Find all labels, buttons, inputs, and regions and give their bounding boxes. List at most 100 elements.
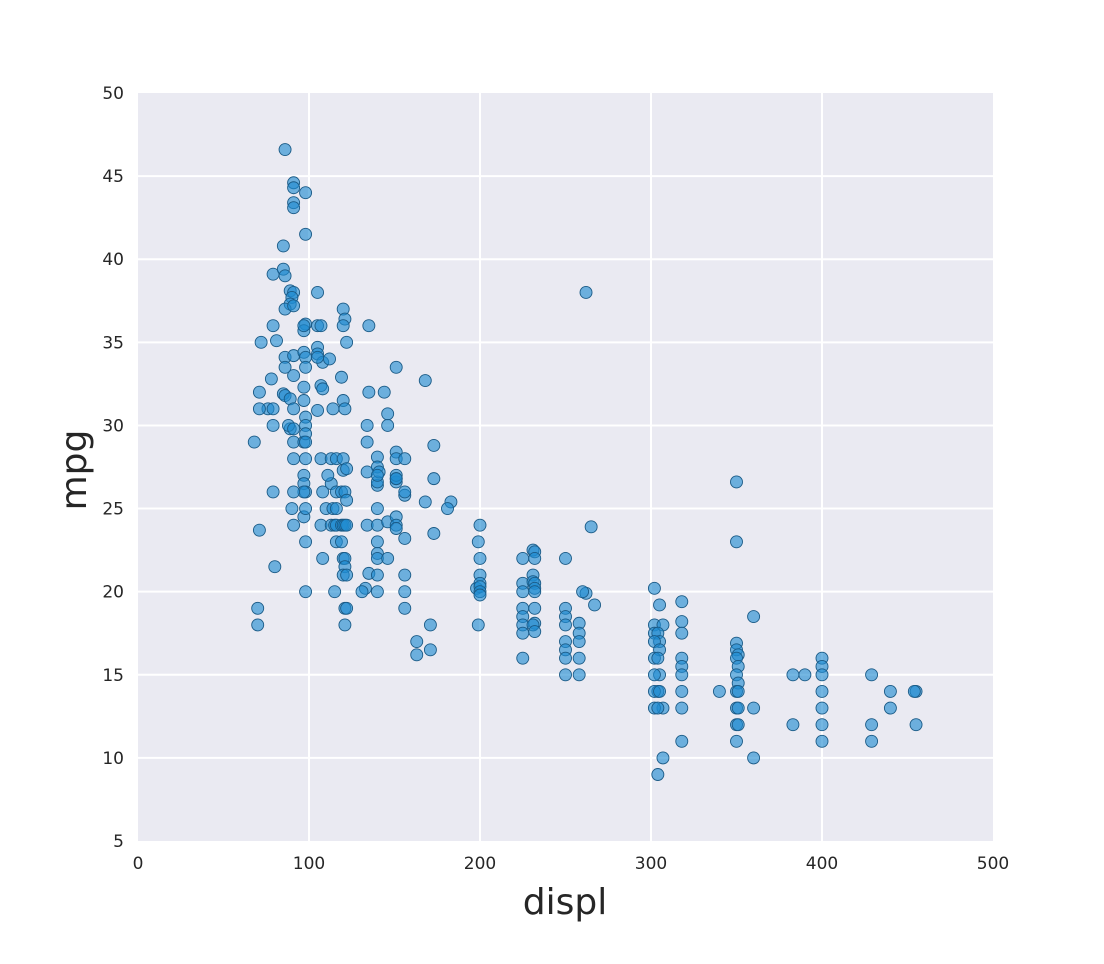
data-point — [675, 626, 689, 640]
y-tick-label: 25 — [102, 500, 124, 520]
data-point — [747, 610, 761, 624]
data-point — [410, 635, 424, 648]
data-point — [471, 618, 485, 632]
data-point — [675, 595, 689, 609]
plot-area — [138, 93, 993, 841]
data-point — [370, 468, 384, 482]
data-point — [285, 502, 299, 516]
data-point — [278, 143, 292, 156]
data-point — [418, 374, 432, 388]
data-point — [299, 435, 313, 449]
data-point — [287, 369, 301, 383]
data-point — [287, 201, 301, 215]
data-point — [266, 485, 280, 499]
x-axis-title: displ — [523, 882, 607, 923]
data-point — [389, 522, 403, 535]
x-tick-label: 300 — [635, 854, 667, 874]
data-point — [516, 651, 530, 665]
data-point — [340, 493, 354, 507]
data-point — [712, 684, 726, 698]
data-point — [398, 452, 412, 466]
data-point — [572, 651, 586, 665]
data-point — [815, 668, 829, 682]
data-point — [528, 625, 542, 639]
y-tick-label: 5 — [113, 832, 124, 852]
data-point — [815, 701, 829, 715]
data-point — [398, 568, 412, 582]
x-tick-label: 400 — [806, 854, 838, 874]
data-point — [731, 684, 745, 698]
data-point — [316, 382, 330, 396]
data-point — [883, 701, 897, 715]
data-point — [323, 352, 336, 366]
data-point — [328, 585, 342, 599]
data-point — [427, 438, 441, 452]
data-point — [299, 452, 313, 466]
data-point — [576, 585, 590, 599]
data-point — [270, 334, 283, 348]
data-point — [731, 701, 745, 715]
data-point — [287, 485, 301, 499]
data-point — [528, 551, 542, 565]
data-point — [287, 402, 301, 416]
data-point — [786, 718, 800, 732]
data-point — [883, 684, 897, 698]
y-tick-label: 30 — [102, 416, 124, 436]
data-point — [473, 588, 487, 602]
data-point — [252, 385, 266, 399]
data-point — [287, 422, 301, 436]
data-point — [266, 418, 280, 432]
data-point — [528, 585, 542, 599]
data-point — [251, 618, 265, 632]
data-point — [398, 585, 412, 599]
data-point — [266, 319, 280, 333]
data-point — [865, 668, 879, 682]
y-tick-label: 20 — [102, 583, 124, 603]
data-point — [299, 360, 313, 374]
data-point — [865, 734, 879, 748]
y-tick-label: 50 — [102, 84, 124, 104]
data-point — [653, 598, 666, 612]
data-point — [299, 502, 313, 516]
data-point — [427, 472, 441, 486]
data-point — [731, 718, 745, 732]
data-point — [651, 701, 665, 715]
data-point — [338, 402, 352, 416]
data-point — [381, 551, 395, 565]
data-point — [370, 535, 384, 549]
data-point — [311, 350, 324, 364]
data-point — [747, 701, 761, 715]
data-point — [651, 768, 665, 781]
data-point — [730, 535, 743, 549]
x-tick-label: 200 — [464, 854, 496, 874]
data-point — [516, 626, 530, 640]
data-point — [311, 404, 324, 417]
data-point — [297, 380, 311, 394]
data-point — [360, 435, 374, 449]
data-point — [370, 568, 384, 582]
data-point — [389, 472, 403, 486]
data-point — [311, 286, 324, 299]
data-point — [321, 468, 335, 482]
data-point — [398, 485, 412, 499]
data-point — [675, 734, 689, 748]
data-point — [572, 668, 586, 682]
data-point — [287, 452, 301, 466]
data-point — [418, 495, 432, 509]
data-point — [268, 560, 282, 574]
data-point — [572, 635, 586, 648]
data-point — [579, 286, 593, 299]
data-point — [316, 551, 330, 565]
data-point — [329, 502, 343, 516]
data-point — [588, 598, 602, 612]
data-point — [266, 402, 280, 416]
data-point — [528, 601, 542, 615]
data-point — [815, 734, 829, 748]
data-point — [675, 701, 689, 715]
data-point — [252, 402, 266, 416]
data-point — [675, 668, 689, 682]
y-tick-label: 35 — [102, 333, 124, 353]
data-point — [909, 718, 923, 732]
data-point — [798, 668, 812, 682]
